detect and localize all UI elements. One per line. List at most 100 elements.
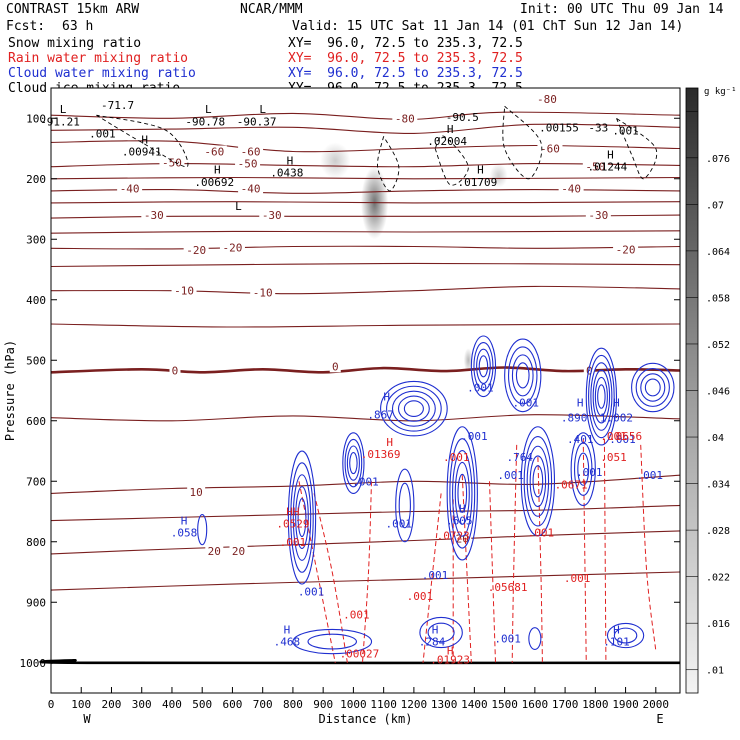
cloud-water-contour-15-0 bbox=[606, 622, 645, 649]
ice-contour-0 bbox=[377, 136, 400, 192]
temperature-label-14-2: 0 bbox=[586, 365, 593, 378]
x-tick-label-5: 500 bbox=[192, 698, 212, 711]
temperature-contour-9 bbox=[50, 230, 681, 234]
temperature-contour-19 bbox=[50, 571, 681, 591]
rain-layer bbox=[298, 438, 657, 663]
annotation-19: .00155 bbox=[539, 121, 579, 134]
annotation-42: .001 bbox=[576, 466, 603, 479]
temperature-label-bg-3-2 bbox=[537, 142, 563, 155]
colorbar: g kg⁻¹ .076 .07 .064 .058 .052 .046 .04 .034 .028… bbox=[685, 87, 737, 694]
temperature-label-6-2: -40 bbox=[561, 182, 581, 195]
annotation-35: H bbox=[613, 397, 620, 410]
colorbar-tick-label-7: .04 bbox=[706, 433, 724, 444]
y-tick-label-4: 500 bbox=[26, 354, 46, 367]
annotation-33: .001 bbox=[609, 433, 636, 446]
y-tick-label-9: 1000 bbox=[20, 657, 47, 670]
temperature-label-14-0: 0 bbox=[172, 365, 179, 378]
cloud-water-contour-1-2 bbox=[476, 348, 491, 384]
colorbar-tick-label-2: .07 bbox=[706, 200, 724, 211]
annotation-68: .001 bbox=[494, 633, 521, 646]
annotation-38: .001 bbox=[443, 451, 470, 464]
y-tick-label-6: 700 bbox=[26, 475, 46, 488]
annotation-51: H bbox=[459, 502, 466, 515]
x-tick-label-8: 800 bbox=[283, 698, 303, 711]
temperature-label-6-1: -40 bbox=[241, 182, 261, 195]
temperature-label-bg-8-2 bbox=[585, 209, 611, 222]
cloud-water-contour-8-3 bbox=[529, 455, 547, 508]
ice-contour-4 bbox=[96, 114, 189, 168]
annotation-12: H bbox=[287, 155, 294, 168]
temperature-label-18-1: 20 bbox=[232, 545, 245, 558]
annotation-57: .058 bbox=[171, 527, 198, 540]
colorbar-unit: g kg⁻¹ bbox=[704, 87, 737, 97]
temperature-contour-5 bbox=[50, 176, 681, 180]
annotation-73: .01923 bbox=[430, 654, 470, 667]
cloud-water-contour-7-4 bbox=[457, 473, 468, 513]
annotation-70: .101 bbox=[603, 636, 630, 649]
annotation-61: .001 bbox=[343, 608, 370, 621]
ice-contour-1 bbox=[434, 135, 469, 186]
annotation-27: .001 bbox=[467, 381, 494, 394]
cloud-water-contour-6-0 bbox=[287, 450, 317, 585]
temperature-layer: -80-80-60 -60 -60-50 -50 -50-40 -40 -40-30 -30-… bbox=[39, 92, 681, 665]
temperature-label-8-2: -30 bbox=[588, 209, 608, 222]
cloud-water-contour-7-2 bbox=[452, 450, 473, 537]
annotation-20: -33 bbox=[588, 121, 608, 134]
temperature-contour-1 bbox=[50, 111, 681, 121]
cloud-water-contour-7-0 bbox=[446, 426, 478, 561]
x-end-label-east: E bbox=[656, 712, 663, 726]
cloud-water-contour-5-0 bbox=[342, 432, 365, 494]
annotation-64: H bbox=[284, 623, 291, 636]
annotation-28: .001 bbox=[461, 430, 488, 443]
colorbar-tick-label-1: .076 bbox=[706, 154, 730, 165]
cloud-water-contour-4-0 bbox=[631, 362, 675, 413]
annotation-54: .001 bbox=[386, 518, 413, 531]
x-tick-label-19: 1900 bbox=[612, 698, 639, 711]
cloud-water-contour-0-1 bbox=[386, 385, 442, 432]
annotation-6: -90.37 bbox=[237, 115, 277, 128]
temperature-contour-10 bbox=[50, 245, 681, 250]
colorbar-tick-label-11: .016 bbox=[706, 619, 730, 630]
annotation-25: H bbox=[383, 391, 390, 404]
cloud-water-contour-6-2 bbox=[292, 474, 312, 561]
temperature-label-bg-4-1 bbox=[235, 157, 261, 170]
temperature-contour-11 bbox=[50, 262, 681, 268]
cloud-water-contour-1-0 bbox=[470, 335, 497, 398]
annotation-9: .00941 bbox=[122, 146, 162, 159]
annotation-63: .001 bbox=[564, 572, 591, 585]
cloud-water-contour-3-3 bbox=[592, 369, 611, 424]
annotation-41: .001 bbox=[352, 475, 379, 488]
y-tick-label-2: 300 bbox=[26, 233, 46, 246]
annotation-16: -90.5 bbox=[446, 111, 479, 124]
y-tick-label-0: 100 bbox=[26, 112, 46, 125]
x-tick-label-11: 1100 bbox=[370, 698, 397, 711]
cloud-water-contour-5-3 bbox=[349, 452, 358, 475]
temperature-label-bg-14-1 bbox=[329, 360, 341, 373]
temperature-contour-16 bbox=[50, 474, 681, 494]
annotation-69: H bbox=[613, 623, 620, 636]
colorbar-tick-label-3: .064 bbox=[706, 247, 730, 258]
cloud-water-contour-6-1 bbox=[290, 462, 314, 573]
annotation-47: .001 bbox=[637, 469, 664, 482]
temperature-label-bg-8-1 bbox=[259, 209, 285, 222]
cloud-water-contour-9-0 bbox=[570, 432, 596, 507]
y-axis-label: Pressure (hPa) bbox=[3, 340, 17, 441]
cloud-water-contour-6-4 bbox=[297, 497, 307, 538]
annotation-49: .0529 bbox=[276, 518, 309, 531]
x-axis-label: Distance (km) bbox=[319, 712, 413, 726]
temperature-label-bg-8-0 bbox=[141, 209, 167, 222]
rain-contour-9 bbox=[582, 438, 587, 663]
annotation-22: H bbox=[607, 149, 614, 162]
annotation-5: L bbox=[259, 103, 266, 116]
x-tick-label-15: 1500 bbox=[491, 698, 518, 711]
temperature-label-bg-16-0 bbox=[187, 486, 206, 499]
temperature-label-bg-6-1 bbox=[238, 182, 264, 195]
cloud-water-contour-0-3 bbox=[397, 395, 430, 422]
cloud-water-contour-0-0 bbox=[380, 380, 448, 437]
annotation-21: .001 bbox=[612, 124, 639, 137]
ice-layer bbox=[96, 105, 658, 192]
temperature-label-bg-12-1 bbox=[250, 286, 276, 299]
x-tick-label-2: 200 bbox=[102, 698, 122, 711]
temperature-label-4-2: -50 bbox=[585, 161, 605, 174]
